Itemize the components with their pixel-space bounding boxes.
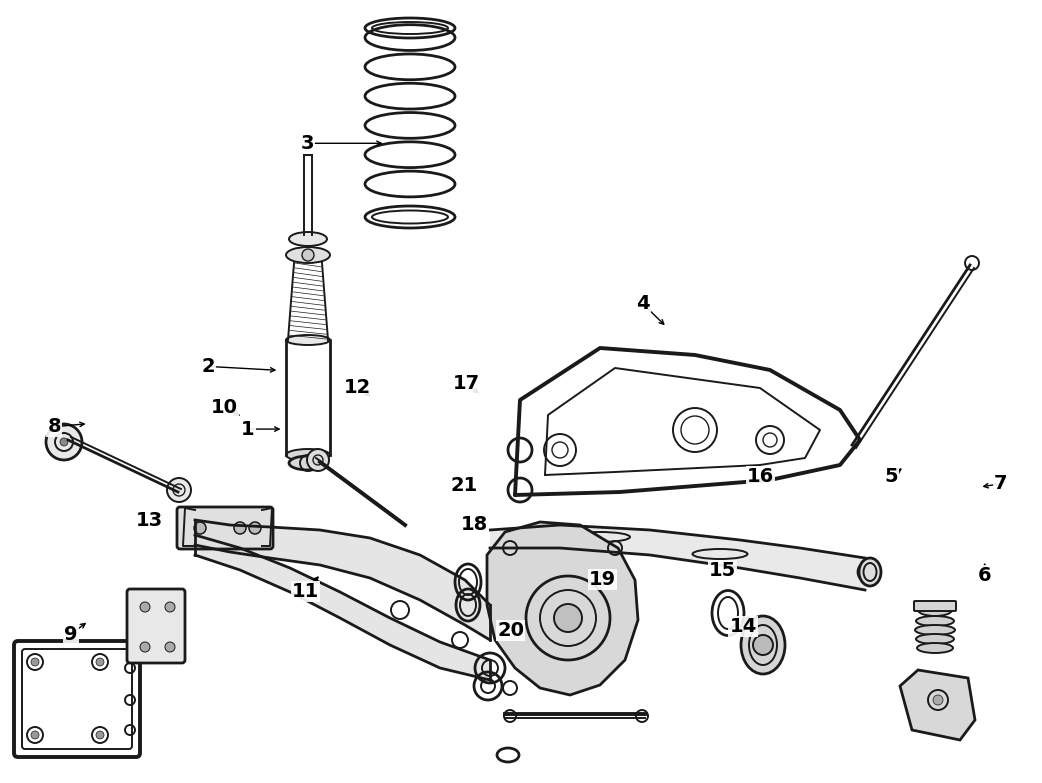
Text: 16: 16 [747, 467, 774, 485]
Circle shape [194, 522, 206, 534]
Circle shape [140, 642, 150, 652]
Circle shape [933, 695, 943, 705]
Ellipse shape [286, 449, 330, 461]
Text: 2: 2 [201, 357, 216, 376]
Text: 10: 10 [210, 398, 238, 417]
Text: 1: 1 [241, 420, 255, 438]
Circle shape [31, 658, 39, 666]
Circle shape [165, 642, 175, 652]
Ellipse shape [918, 604, 952, 616]
Ellipse shape [289, 232, 327, 246]
Text: 9: 9 [65, 625, 77, 644]
Text: 17: 17 [453, 374, 480, 393]
Text: 5: 5 [884, 467, 898, 485]
Text: 8: 8 [47, 417, 61, 436]
Circle shape [96, 658, 104, 666]
Ellipse shape [286, 335, 330, 345]
Text: 20: 20 [497, 621, 524, 640]
FancyBboxPatch shape [914, 601, 956, 611]
Polygon shape [195, 520, 490, 640]
FancyBboxPatch shape [177, 507, 273, 549]
Ellipse shape [916, 616, 954, 626]
Ellipse shape [859, 558, 880, 586]
Circle shape [234, 522, 246, 534]
FancyBboxPatch shape [127, 589, 185, 663]
Ellipse shape [286, 247, 330, 263]
Polygon shape [490, 525, 865, 590]
Polygon shape [487, 522, 638, 695]
Circle shape [307, 449, 329, 471]
Text: 21: 21 [450, 476, 477, 495]
Ellipse shape [917, 643, 953, 653]
Text: 14: 14 [729, 617, 756, 636]
Text: 11: 11 [292, 582, 319, 601]
Circle shape [753, 635, 773, 655]
Circle shape [140, 602, 150, 612]
Circle shape [46, 424, 82, 460]
Ellipse shape [915, 625, 956, 635]
Ellipse shape [741, 616, 785, 674]
Circle shape [554, 604, 582, 632]
Polygon shape [195, 535, 490, 680]
Circle shape [165, 602, 175, 612]
Text: 4: 4 [636, 294, 650, 313]
Circle shape [60, 438, 68, 446]
Text: 15: 15 [709, 561, 736, 579]
Text: 19: 19 [589, 570, 616, 589]
Text: 7: 7 [994, 474, 1007, 493]
Ellipse shape [916, 634, 954, 644]
Polygon shape [900, 670, 975, 740]
Circle shape [249, 522, 260, 534]
Text: 3: 3 [301, 134, 314, 153]
Circle shape [96, 731, 104, 739]
Circle shape [167, 478, 191, 502]
Ellipse shape [289, 456, 327, 470]
Text: 12: 12 [344, 378, 371, 397]
Circle shape [31, 731, 39, 739]
Text: 18: 18 [461, 515, 488, 534]
Text: 6: 6 [977, 566, 992, 585]
Circle shape [302, 249, 314, 261]
Text: 13: 13 [135, 511, 163, 530]
